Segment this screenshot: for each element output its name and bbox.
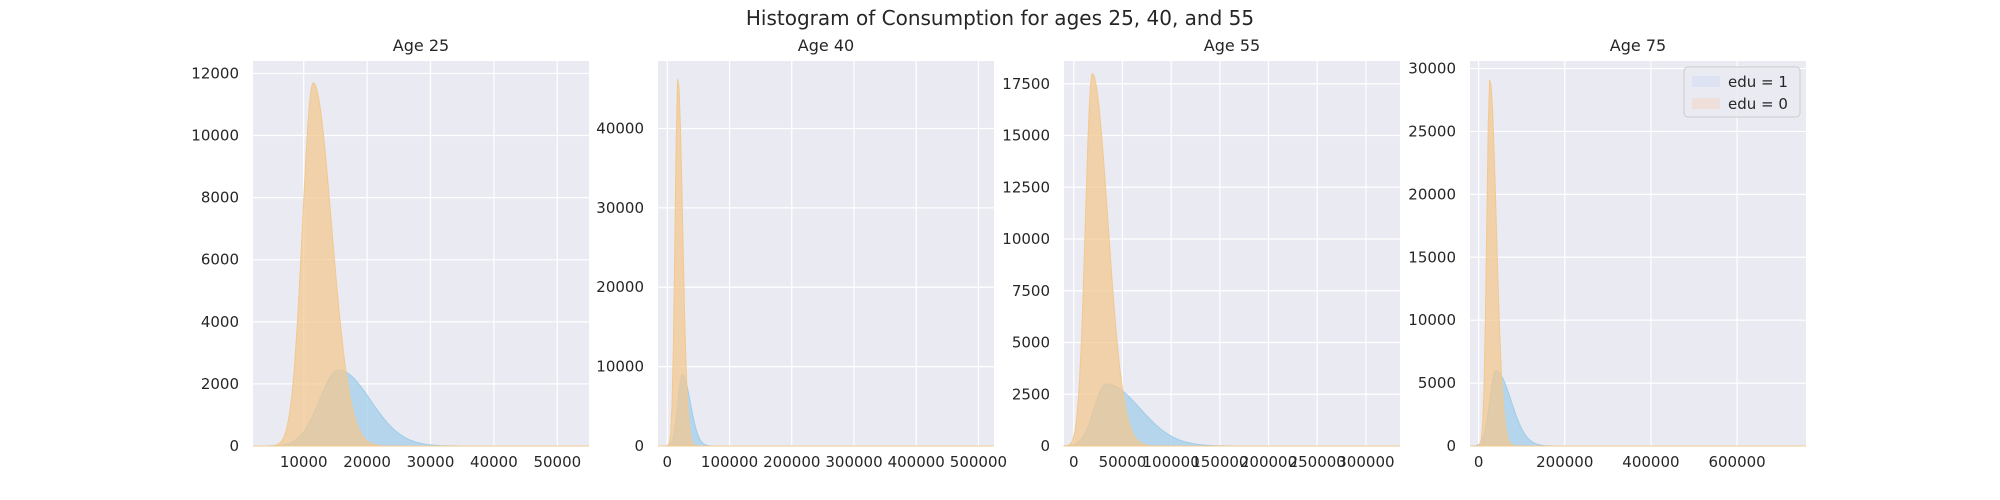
plot-area [658,61,994,446]
x-tick-label: 100000 [701,453,758,471]
subplot-age-75: 0 200000 400000 600000 0 5000 10000 15000 20000 2… [1408,36,1806,471]
y-tick-label: 4000 [201,313,239,331]
subplot-age-25: 10000 20000 30000 40000 50000 0 2000 4000 6000 80… [191,36,589,471]
x-tick-label: 20000 [343,453,391,471]
y-tick-label: 12000 [191,64,239,82]
x-tick-label: 400000 [1622,453,1679,471]
y-tick-label: 10000 [191,127,239,145]
y-tick-label: 0 [229,437,239,455]
y-tick-label: 15000 [1408,248,1456,266]
y-tick-label: 20000 [596,278,644,296]
histogram-edu-0 [1063,72,1400,447]
x-tick-label: 100000 [1142,453,1199,471]
x-tick-label: 50000 [1099,453,1147,471]
subplot-title: Age 75 [1610,36,1666,55]
legend-swatch-edu-1 [1692,76,1720,87]
y-tick-label: 2000 [201,375,239,393]
y-tick-label: 6000 [201,251,239,269]
y-tick-label: 0 [1040,437,1050,455]
x-tick-label: 200000 [1240,453,1297,471]
histogram-edu-0 [1470,79,1806,447]
y-tick-label: 0 [1446,437,1456,455]
y-tick-label: 15000 [1002,127,1050,145]
x-tick-label: 0 [1474,453,1484,471]
legend-swatch-edu-0 [1692,98,1720,109]
legend-label-edu-1: edu = 1 [1728,73,1788,91]
x-tick-label: 300000 [825,453,882,471]
x-tick-label: 0 [1069,453,1079,471]
histogram-edu-0 [253,81,589,447]
y-tick-label: 7500 [1012,282,1050,300]
y-tick-label: 17500 [1002,75,1050,93]
subplot-title: Age 25 [393,36,449,55]
y-tick-label: 2500 [1012,385,1050,403]
subplot-age-40: 0 100000 200000 300000 400000 500000 0 10000 200… [596,36,1007,471]
y-tick-label: 30000 [596,199,644,217]
histogram-edu-0 [658,79,994,447]
subplot-title: Age 40 [798,36,854,55]
legend-label-edu-0: edu = 0 [1728,95,1788,113]
x-tick-label: 200000 [763,453,820,471]
y-tick-label: 8000 [201,189,239,207]
x-tick-label: 10000 [280,453,328,471]
y-tick-label: 20000 [1408,185,1456,203]
y-tick-label: 0 [634,437,644,455]
y-tick-label: 40000 [596,119,644,137]
y-tick-label: 12500 [1002,178,1050,196]
x-tick-label: 30000 [407,453,455,471]
x-tick-label: 400000 [888,453,945,471]
plot-area [1470,61,1806,446]
y-tick-label: 10000 [1408,311,1456,329]
y-tick-label: 25000 [1408,122,1456,140]
subplot-title: Age 55 [1204,36,1260,55]
x-tick-label: 0 [663,453,673,471]
x-tick-label: 50000 [533,453,581,471]
x-tick-label: 250000 [1289,453,1346,471]
y-tick-label: 10000 [596,358,644,376]
x-tick-label: 200000 [1536,453,1593,471]
figure-title: Histogram of Consumption for ages 25, 40… [746,6,1254,30]
x-tick-label: 600000 [1708,453,1765,471]
y-tick-label: 10000 [1002,230,1050,248]
x-tick-label: 300000 [1337,453,1394,471]
y-tick-label: 30000 [1408,60,1456,78]
x-tick-label: 150000 [1191,453,1248,471]
x-tick-label: 40000 [470,453,518,471]
legend: edu = 1 edu = 0 [1683,66,1801,118]
x-tick-label: 500000 [950,453,1007,471]
y-tick-label: 5000 [1012,334,1050,352]
y-tick-label: 5000 [1418,374,1456,392]
